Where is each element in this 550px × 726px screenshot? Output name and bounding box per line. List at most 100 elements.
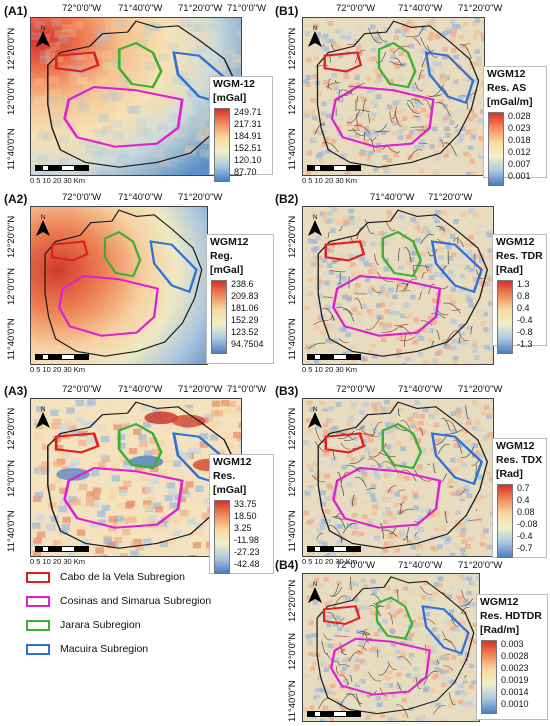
raster-cell: [422, 229, 429, 235]
lon-tick: 72°0'0"W: [336, 560, 376, 571]
raster-cell: [226, 52, 238, 61]
raster-cell: [184, 147, 196, 156]
raster-cell: [354, 664, 360, 669]
raster-cell: [354, 72, 360, 78]
raster-cell: [158, 53, 170, 62]
raster-cell: [450, 345, 457, 351]
raster-cell: [438, 344, 444, 349]
raster-cell: [312, 74, 318, 79]
raster-cell: [458, 242, 465, 248]
raster-cell: [304, 113, 310, 119]
raster-cell: [355, 45, 362, 50]
raster-cell: [440, 669, 446, 675]
lineament: [432, 463, 437, 473]
lon-tick: 71°20'0"W: [458, 560, 503, 571]
raster-cell: [401, 713, 407, 718]
raster-cell: [349, 581, 355, 586]
raster-cell: [202, 28, 213, 37]
raster-cell: [438, 255, 445, 260]
raster-cell: [194, 133, 206, 142]
raster-cell: [363, 600, 369, 605]
raster-cell: [177, 71, 189, 79]
raster-cell: [144, 450, 153, 457]
raster-cell: [67, 424, 77, 432]
raster-cell: [409, 656, 415, 661]
raster-cell: [451, 48, 457, 53]
raster-cell: [440, 264, 447, 270]
raster-cell: [141, 128, 153, 137]
raster-cell: [430, 139, 436, 145]
raster-cell: [445, 27, 451, 33]
raster-cell: [123, 463, 133, 471]
raster-cell: [335, 402, 342, 407]
raster-cell: [399, 76, 405, 82]
raster-cell: [359, 256, 366, 262]
raster-cell: [354, 133, 361, 139]
raster-cell: [315, 49, 322, 55]
raster-cell: [420, 429, 427, 435]
raster-cell: [405, 260, 412, 266]
raster-cell: [480, 32, 484, 38]
raster-cell: [450, 252, 457, 258]
legend-value: 181.06: [231, 303, 259, 313]
legend-ramp: 33.75 18.50 3.25 -11.98 -27.23 -42.48: [210, 499, 273, 574]
raster-cell: [223, 40, 235, 49]
raster-cell: [450, 626, 456, 631]
raster-cell: [365, 476, 371, 482]
raster-cell: [422, 451, 429, 456]
raster-cell: [447, 628, 453, 633]
raster-cell: [78, 104, 90, 113]
raster-cell: [387, 518, 394, 524]
raster-cell: [395, 412, 401, 418]
raster-cell: [468, 684, 475, 690]
raster-cell: [454, 262, 460, 268]
raster-cell: [152, 142, 164, 151]
raster-cell: [96, 76, 107, 85]
raster-cell: [364, 100, 371, 106]
key-swatch: [26, 596, 50, 607]
raster-cell: [462, 692, 468, 698]
lineament: [437, 443, 450, 455]
raster-cell: [95, 128, 106, 137]
raster-cell: [406, 301, 413, 307]
raster-cell: [317, 412, 324, 418]
raster-cell: [186, 434, 195, 441]
raster-cell: [320, 150, 326, 156]
lineament: [357, 645, 368, 652]
raster-cell: [114, 81, 125, 89]
raster-cell: [447, 269, 454, 275]
raster-cell: [455, 509, 462, 515]
raster-cell: [385, 451, 392, 457]
raster-cell: [303, 440, 309, 445]
legend-title-line: [mGal]: [210, 264, 244, 276]
raster-cell: [455, 519, 461, 525]
raster-cell: [472, 277, 479, 283]
lineament: [337, 661, 340, 667]
raster-cell: [465, 171, 472, 175]
raster-cell: [442, 339, 449, 345]
raster-cell: [303, 284, 310, 289]
raster-cell: [310, 98, 317, 103]
raster-cell: [450, 491, 457, 497]
raster-cell: [361, 438, 367, 444]
lineament: [334, 515, 346, 529]
raster-cell: [49, 515, 58, 523]
raster-cell: [238, 421, 241, 429]
raster-cell: [415, 716, 421, 721]
anomaly-blob: [171, 414, 206, 428]
raster-cell: [419, 715, 425, 720]
raster-cell: [187, 518, 196, 525]
raster-cell: [95, 551, 104, 556]
raster-cell: [444, 133, 451, 138]
raster-cell: [462, 679, 468, 684]
raster-cell: [114, 418, 124, 425]
raster-cell: [463, 649, 469, 654]
raster-cell: [393, 502, 399, 508]
raster-cell: [137, 50, 149, 59]
raster-cell: [377, 432, 384, 437]
raster-cell: [234, 54, 241, 63]
raster-cell: [455, 489, 462, 495]
raster-cell: [316, 675, 323, 681]
map-canvas: [303, 574, 479, 721]
raster-cell: [33, 78, 45, 86]
